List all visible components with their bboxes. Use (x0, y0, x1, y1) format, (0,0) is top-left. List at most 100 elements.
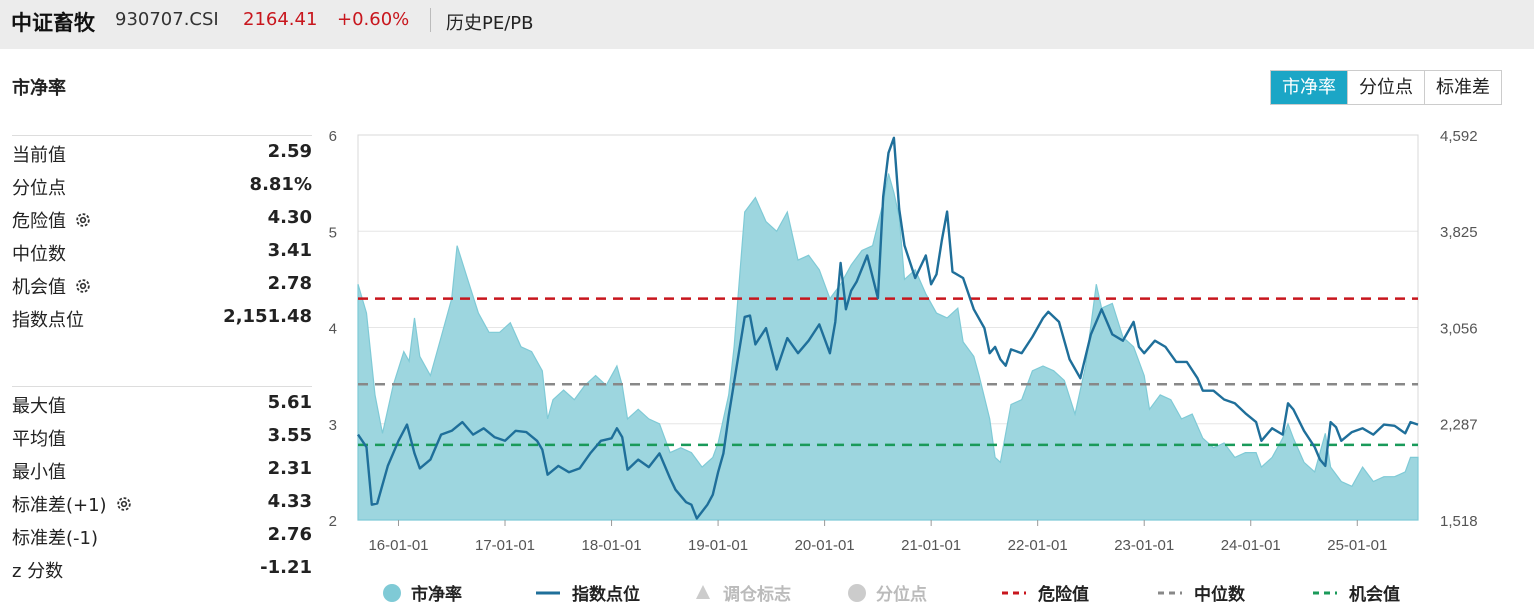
x-tick-label: 23-01-01 (1114, 537, 1174, 554)
stats-panel-current: 当前值 2.59 分位点 8.81% 危险值 4.30 中位数 3.41 机会值 2.78 指数点位… (12, 135, 312, 334)
stat-value: 2.59 (267, 141, 312, 162)
stat-row: 标准差(+1) 4.33 (12, 486, 312, 519)
stat-label: 最小值 (12, 458, 66, 484)
stat-value: 3.55 (267, 425, 312, 446)
stat-value: 3.41 (267, 240, 312, 261)
stat-label: 分位点 (12, 174, 66, 200)
stats-panel-summary: 最大值 5.61 平均值 3.55 最小值 2.31 标准差(+1) 4.33 标准差(-1) 2… (12, 386, 312, 585)
section-title: 市净率 (12, 78, 66, 99)
metric-button-group: 市净率 分位点 标准差 (1270, 70, 1502, 105)
y-left-tick-label: 5 (329, 224, 337, 241)
stat-row: 危险值 4.30 (12, 202, 312, 235)
legend-symbol (848, 583, 870, 603)
legend-label: 指数点位 (572, 585, 640, 605)
y-right-tick-label: 4,592 (1440, 128, 1478, 145)
stat-label-text: 分位点 (12, 178, 66, 199)
stat-row: 标准差(-1) 2.76 (12, 519, 312, 552)
gear-icon[interactable] (115, 495, 133, 513)
y-right-tick-label: 3,825 (1440, 224, 1478, 241)
stat-row: 最大值 5.61 (12, 387, 312, 420)
stat-value: 4.33 (267, 491, 312, 512)
stat-row: 分位点 8.81% (12, 169, 312, 202)
x-tick-label: 18-01-01 (582, 537, 642, 554)
stat-label: 标准差(+1) (12, 491, 133, 517)
x-tick-label: 22-01-01 (1008, 537, 1068, 554)
stat-label: 标准差(-1) (12, 524, 98, 550)
header-bar: 中证畜牧 930707.CSI 2164.41 +0.60% 历史PE/PB (0, 0, 1534, 49)
stat-row: 最小值 2.31 (12, 453, 312, 486)
stat-row: z 分数 -1.21 (12, 552, 312, 585)
header-divider (430, 8, 431, 32)
stat-label-text: 当前值 (12, 145, 66, 166)
legend-item[interactable]: 分位点 (848, 580, 927, 605)
index-change: +0.60% (337, 9, 410, 30)
y-left-tick-label: 4 (329, 321, 337, 338)
stat-row: 中位数 3.41 (12, 235, 312, 268)
stat-value: 2,151.48 (223, 306, 312, 327)
stat-label: z 分数 (12, 557, 63, 583)
stats-divider (12, 135, 312, 136)
stat-label: 指数点位 (12, 306, 84, 332)
stat-value: 8.81% (249, 174, 312, 195)
stat-value: 2.31 (267, 458, 312, 479)
x-tick-label: 21-01-01 (901, 537, 961, 554)
stats-divider (12, 386, 312, 387)
legend-item[interactable]: 机会值 (1313, 580, 1400, 605)
legend-item[interactable]: 危险值 (1002, 580, 1089, 605)
stat-value: 4.30 (267, 207, 312, 228)
stat-value: 2.78 (267, 273, 312, 294)
x-tick-label: 25-01-01 (1327, 537, 1387, 554)
y-left-tick-label: 6 (329, 128, 337, 145)
stat-label-text: 机会值 (12, 277, 66, 298)
stat-label-text: 指数点位 (12, 310, 84, 331)
stat-label-text: 最小值 (12, 462, 66, 483)
series-pb-area (357, 173, 1419, 521)
metric-button-stddev[interactable]: 标准差 (1424, 71, 1501, 104)
metric-button-percentile[interactable]: 分位点 (1347, 71, 1424, 104)
legend-label: 中位数 (1194, 585, 1245, 605)
index-name: 中证畜牧 (11, 11, 95, 35)
legend-symbol (1002, 583, 1032, 603)
legend-label: 机会值 (1349, 585, 1400, 605)
legend-label: 分位点 (876, 585, 927, 605)
x-tick-label: 16-01-01 (368, 537, 428, 554)
legend-symbol (1313, 583, 1343, 603)
stat-label: 最大值 (12, 392, 66, 418)
stat-label-text: z 分数 (12, 561, 64, 582)
metric-button-pb[interactable]: 市净率 (1271, 71, 1347, 104)
stat-row: 指数点位 2,151.48 (12, 301, 312, 334)
legend-item[interactable]: 中位数 (1158, 580, 1245, 605)
x-tick-label: 20-01-01 (795, 537, 855, 554)
stat-value: -1.21 (260, 557, 312, 578)
legend-symbol (383, 583, 405, 603)
history-pe-pb-tab[interactable]: 历史PE/PB (446, 13, 534, 34)
legend-label: 调仓标志 (723, 585, 791, 605)
legend-item[interactable]: 市净率 (383, 580, 462, 605)
y-left-tick-label: 2 (329, 513, 337, 530)
stat-label: 中位数 (12, 240, 66, 266)
gear-icon[interactable] (74, 277, 92, 295)
y-right-tick-label: 1,518 (1440, 513, 1478, 530)
stat-row: 当前值 2.59 (12, 136, 312, 169)
y-left-tick-label: 3 (329, 417, 337, 434)
y-right-tick-label: 2,287 (1440, 417, 1478, 434)
stat-label: 机会值 (12, 273, 92, 299)
stat-row: 平均值 3.55 (12, 420, 312, 453)
gear-icon[interactable] (74, 211, 92, 229)
stat-label-text: 标准差(+1) (12, 495, 107, 516)
legend-item[interactable]: 指数点位 (536, 580, 640, 605)
stat-label: 危险值 (12, 207, 92, 233)
stat-label: 平均值 (12, 425, 66, 451)
pb-history-chart: 2 3 4 5 6 1,518 2,287 3,056 3,825 4,592 16-01-01 17… (329, 128, 1478, 554)
index-code: 930707.CSI (115, 9, 219, 30)
stat-label: 当前值 (12, 141, 66, 167)
legend-item[interactable]: 调仓标志 (695, 580, 791, 605)
x-tick-label: 19-01-01 (688, 537, 748, 554)
stat-label-text: 危险值 (12, 211, 66, 232)
stat-label-text: 平均值 (12, 429, 66, 450)
stat-row: 机会值 2.78 (12, 268, 312, 301)
y-right-tick-label: 3,056 (1440, 320, 1478, 337)
chart-legend: 市净率 指数点位 调仓标志 分位点 危险值 中位数 机会值 (0, 580, 1534, 606)
legend-symbol (536, 583, 566, 603)
legend-label: 市净率 (411, 585, 462, 605)
